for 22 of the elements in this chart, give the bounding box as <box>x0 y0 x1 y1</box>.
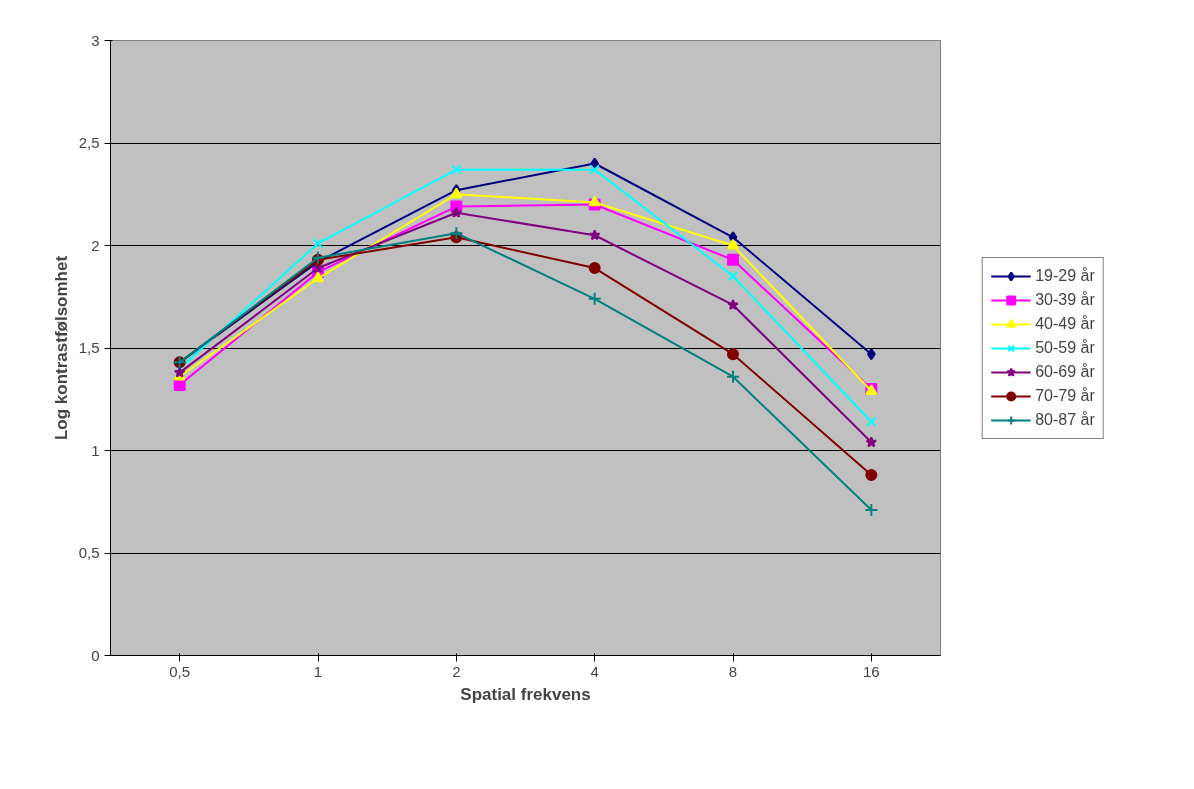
y-tick-label: 3 <box>91 31 100 49</box>
y-tick-label: 0,5 <box>78 544 100 561</box>
legend-label: 60-69 år <box>1035 362 1095 381</box>
legend-label: 19-29 år <box>1035 266 1095 285</box>
legend-label: 50-59 år <box>1035 338 1095 357</box>
x-tick-label: 0,5 <box>169 662 191 680</box>
legend-label: 80-87 år <box>1035 410 1095 429</box>
legend-label: 30-39 år <box>1035 290 1095 309</box>
y-tick-label: 1,5 <box>78 339 100 356</box>
y-tick-label: 1 <box>91 441 100 459</box>
legend-label: 40-49 år <box>1035 314 1095 333</box>
x-tick-label: 16 <box>862 662 880 680</box>
x-axis-title: Spatial frekvens <box>460 684 591 704</box>
y-tick-label: 2,5 <box>78 134 100 151</box>
y-tick-label: 0 <box>91 646 100 664</box>
x-tick-label: 8 <box>728 662 738 680</box>
legend-label: 70-79 år <box>1035 386 1095 405</box>
x-tick-label: 1 <box>313 662 323 680</box>
x-tick-label: 2 <box>452 662 461 680</box>
y-tick-label: 2 <box>91 236 100 254</box>
y-axis-title: Log kontrastfølsomhet <box>51 255 71 441</box>
x-tick-label: 4 <box>590 662 599 680</box>
